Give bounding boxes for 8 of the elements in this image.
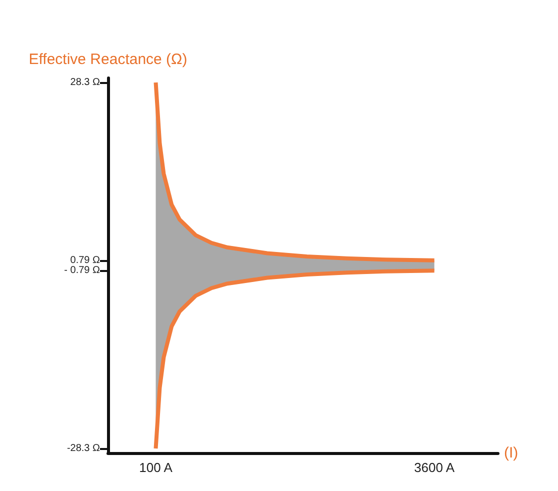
y-axis-title: Effective Reactance (Ω) — [28, 51, 188, 68]
y-tick-label: 0.79 Ω — [70, 254, 101, 266]
y-tick-label: -28.3 Ω — [66, 442, 101, 454]
x-axis-title: (I) — [504, 444, 518, 462]
y-tick-label: 28.3 Ω — [70, 77, 101, 88]
x-tick-label: 3600 A — [414, 460, 455, 475]
x-tick-label: 100 A — [139, 460, 173, 475]
y-tick-label: - 0.79 Ω — [64, 265, 101, 276]
